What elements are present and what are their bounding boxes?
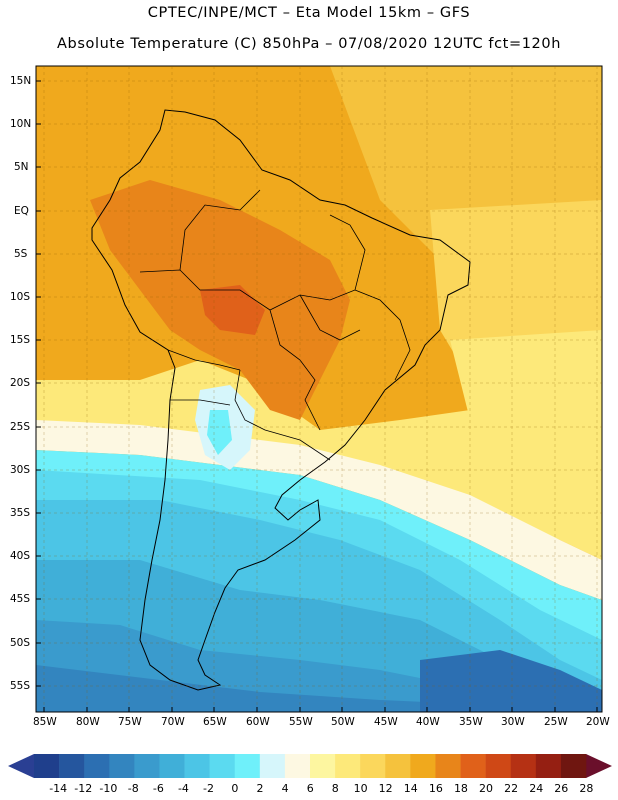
colorbar-swatch xyxy=(109,754,135,778)
lat-label: 20S xyxy=(10,377,31,389)
colorbar-swatch xyxy=(284,754,311,778)
lat-label: 5S xyxy=(14,248,28,260)
colorbar-tick-label: 0 xyxy=(231,782,239,795)
colorbar-tick-label: 2 xyxy=(256,782,264,795)
colorbar-swatch xyxy=(259,754,286,778)
colorbar-swatch xyxy=(510,754,537,778)
lat-label: EQ xyxy=(14,205,29,217)
colorbar-right-arrow xyxy=(586,754,612,778)
colorbar-swatch xyxy=(410,754,436,778)
lat-label: 15N xyxy=(10,75,32,87)
colorbar-tick-label: 8 xyxy=(331,782,339,795)
colorbar-swatch xyxy=(84,754,110,778)
colorbar-tick-label: -6 xyxy=(152,782,164,795)
lat-label: 25S xyxy=(10,421,31,433)
colorbar-swatch xyxy=(234,754,261,778)
lat-label: 45S xyxy=(10,593,31,605)
colorbar-swatch xyxy=(310,754,336,778)
lat-label: 5N xyxy=(14,161,29,173)
temperature-field xyxy=(36,66,602,712)
colorbar-tick-label: -10 xyxy=(99,782,118,795)
lon-label: 50W xyxy=(331,716,355,728)
colorbar-tick-label: -14 xyxy=(49,782,68,795)
colorbar-swatch xyxy=(159,754,185,778)
colorbar-tick-label: 14 xyxy=(403,782,418,795)
lon-label: 80W xyxy=(76,716,100,728)
lon-label: 30W xyxy=(501,716,525,728)
colorbar-swatch xyxy=(485,754,512,778)
plot-frame xyxy=(35,65,603,713)
colorbar-swatch xyxy=(435,754,461,778)
colorbar-swatch xyxy=(209,754,236,778)
lat-label: 50S xyxy=(10,637,31,649)
colorbar-swatch xyxy=(59,754,85,778)
colorbar-tick-label: -8 xyxy=(127,782,139,795)
lon-label: 20W xyxy=(586,716,610,728)
lat-label: 55S xyxy=(10,680,31,692)
continent-outline xyxy=(91,109,471,691)
colorbar-tick-label: 24 xyxy=(529,782,544,795)
chart-title-line1: CPTEC/INPE/MCT – Eta Model 15km – GFS xyxy=(147,5,471,21)
lat-label: 35S xyxy=(10,507,31,519)
lat-label: 10N xyxy=(10,118,32,130)
colorbar-tick-label: 12 xyxy=(378,782,393,795)
lat-label: 30S xyxy=(10,464,31,476)
lon-label: 75W xyxy=(118,716,142,728)
colorbar-tick-label: -12 xyxy=(74,782,93,795)
lon-label: 65W xyxy=(203,716,227,728)
lon-label: 60W xyxy=(246,716,270,728)
colorbar-tick-label: 10 xyxy=(353,782,368,795)
chart-title-line2: Absolute Temperature (C) 850hPa – 07/08/… xyxy=(57,36,561,52)
colorbar-swatch xyxy=(335,754,361,778)
colorbar-swatch xyxy=(360,754,386,778)
lat-label: 40S xyxy=(10,550,31,562)
colorbar-tick-label: 6 xyxy=(306,782,314,795)
colorbar-tick-label: 4 xyxy=(281,782,289,795)
lat-label: 15S xyxy=(10,334,31,346)
colorbar-swatch xyxy=(535,754,562,778)
colorbar-tick-label: 26 xyxy=(554,782,569,795)
colorbar-swatch xyxy=(184,754,210,778)
colorbar-swatch xyxy=(34,754,60,778)
colorbar-swatch xyxy=(560,754,587,778)
colorbar-tick-label: 22 xyxy=(504,782,519,795)
lon-label: 35W xyxy=(459,716,483,728)
lon-label: 40W xyxy=(416,716,440,728)
colorbar-tick-label: -4 xyxy=(177,782,189,795)
colorbar-swatch xyxy=(134,754,160,778)
lon-label: 70W xyxy=(161,716,185,728)
colorbar-tick-label: 16 xyxy=(428,782,443,795)
colorbar-tick-label: 18 xyxy=(453,782,468,795)
lon-label: 55W xyxy=(289,716,313,728)
colorbar-tick-label: 28 xyxy=(579,782,594,795)
colorbar-left-arrow xyxy=(8,754,34,778)
lon-label: 45W xyxy=(374,716,398,728)
axis-ticks xyxy=(36,80,598,712)
colorbar-swatch xyxy=(385,754,411,778)
colorbar-swatch xyxy=(460,754,486,778)
colorbar-tick-label: 20 xyxy=(479,782,494,795)
colorbar-tick-label: -2 xyxy=(203,782,214,795)
lat-label: 10S xyxy=(10,291,31,303)
graticule xyxy=(36,66,602,712)
lon-label: 25W xyxy=(544,716,568,728)
lon-label: 85W xyxy=(33,716,57,728)
